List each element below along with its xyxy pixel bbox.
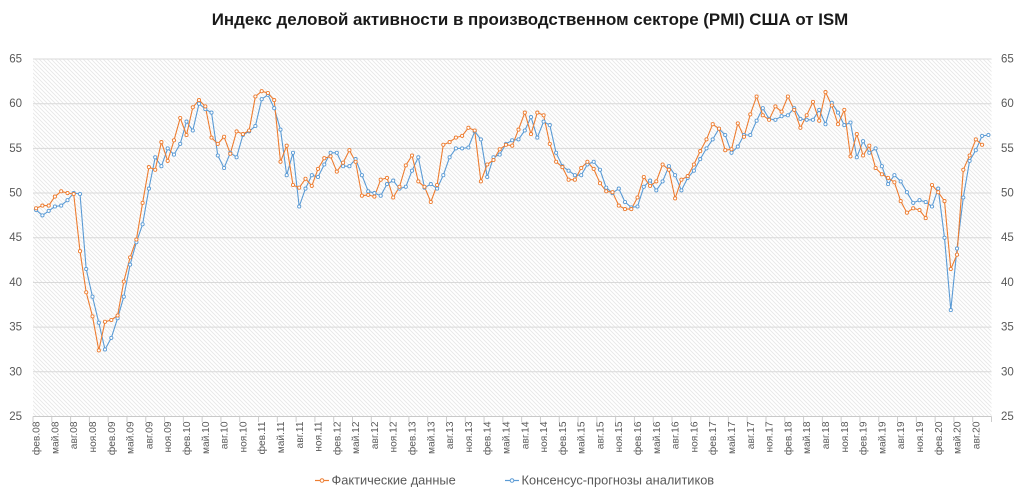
svg-text:30: 30: [1001, 366, 1014, 378]
svg-text:ноя.18: ноя.18: [840, 421, 851, 452]
svg-text:май.13: май.13: [426, 421, 437, 454]
svg-text:май.18: май.18: [802, 421, 813, 454]
svg-text:авг.18: авг.18: [821, 421, 832, 449]
svg-text:авг.20: авг.20: [971, 421, 982, 449]
svg-text:авг.15: авг.15: [596, 421, 607, 449]
svg-text:май.15: май.15: [577, 421, 588, 454]
svg-text:45: 45: [1001, 232, 1014, 244]
svg-text:30: 30: [9, 366, 22, 378]
svg-text:май.11: май.11: [276, 421, 287, 453]
svg-text:50: 50: [1001, 188, 1014, 200]
svg-text:25: 25: [9, 411, 22, 423]
svg-text:25: 25: [1001, 411, 1014, 423]
svg-text:авг.16: авг.16: [671, 421, 682, 449]
svg-text:авг.08: авг.08: [69, 421, 80, 449]
svg-text:май.10: май.10: [201, 421, 212, 454]
svg-text:май.16: май.16: [652, 421, 663, 454]
svg-text:авг.13: авг.13: [445, 421, 456, 449]
svg-text:Фактические данные: Фактические данные: [332, 473, 456, 488]
svg-text:ноя.17: ноя.17: [765, 421, 776, 452]
svg-text:фев.17: фев.17: [707, 421, 719, 455]
svg-text:ноя.10: ноя.10: [238, 421, 249, 452]
svg-text:фев.13: фев.13: [407, 421, 419, 455]
svg-text:60: 60: [1001, 98, 1014, 110]
svg-text:май.17: май.17: [727, 421, 738, 454]
svg-text:фев.10: фев.10: [181, 421, 193, 455]
svg-text:фев.08: фев.08: [31, 421, 43, 455]
svg-text:авг.17: авг.17: [746, 421, 757, 449]
svg-text:май.09: май.09: [126, 421, 137, 454]
svg-text:ноя.11: ноя.11: [314, 421, 325, 452]
svg-text:май.19: май.19: [877, 421, 888, 454]
svg-text:65: 65: [9, 54, 22, 66]
svg-text:65: 65: [1001, 54, 1014, 66]
svg-text:40: 40: [1001, 277, 1014, 289]
svg-text:авг.19: авг.19: [896, 421, 907, 449]
svg-text:ноя.16: ноя.16: [689, 421, 700, 452]
svg-text:50: 50: [9, 188, 22, 200]
svg-text:авг.11: авг.11: [295, 421, 306, 448]
svg-text:Консенсус-прогнозы аналитиков: Консенсус-прогнозы аналитиков: [522, 473, 715, 488]
svg-text:60: 60: [9, 98, 22, 110]
svg-text:40: 40: [9, 277, 22, 289]
svg-text:фев.20: фев.20: [933, 421, 945, 455]
svg-text:фев.15: фев.15: [557, 421, 569, 455]
svg-text:45: 45: [9, 232, 22, 244]
svg-text:ноя.19: ноя.19: [915, 421, 926, 452]
svg-text:авг.14: авг.14: [520, 421, 531, 449]
svg-text:ноя.14: ноя.14: [539, 421, 550, 452]
svg-text:ноя.12: ноя.12: [389, 421, 400, 452]
svg-text:авг.09: авг.09: [144, 421, 155, 449]
svg-text:ноя.08: ноя.08: [88, 421, 99, 452]
svg-text:май.14: май.14: [502, 421, 513, 454]
svg-text:май.08: май.08: [50, 421, 61, 454]
svg-text:ноя.09: ноя.09: [163, 421, 174, 452]
svg-text:35: 35: [1001, 322, 1014, 334]
svg-text:фев.16: фев.16: [632, 421, 644, 455]
svg-text:авг.10: авг.10: [220, 421, 231, 449]
svg-text:фев.14: фев.14: [482, 421, 494, 455]
svg-text:55: 55: [1001, 143, 1014, 155]
svg-text:ноя.13: ноя.13: [464, 421, 475, 452]
svg-text:55: 55: [9, 143, 22, 155]
svg-text:35: 35: [9, 322, 22, 334]
svg-text:фев.12: фев.12: [331, 421, 343, 455]
svg-text:авг.12: авг.12: [370, 421, 381, 449]
svg-text:фев.18: фев.18: [782, 421, 794, 455]
svg-text:фев.11: фев.11: [256, 421, 268, 454]
svg-text:май.12: май.12: [351, 421, 362, 454]
svg-text:фев.09: фев.09: [106, 421, 118, 455]
svg-text:фев.19: фев.19: [858, 421, 870, 455]
svg-text:ноя.15: ноя.15: [614, 421, 625, 452]
svg-text:Индекс деловой активности в пр: Индекс деловой активности в производстве…: [212, 10, 848, 29]
svg-text:май.20: май.20: [953, 421, 964, 454]
